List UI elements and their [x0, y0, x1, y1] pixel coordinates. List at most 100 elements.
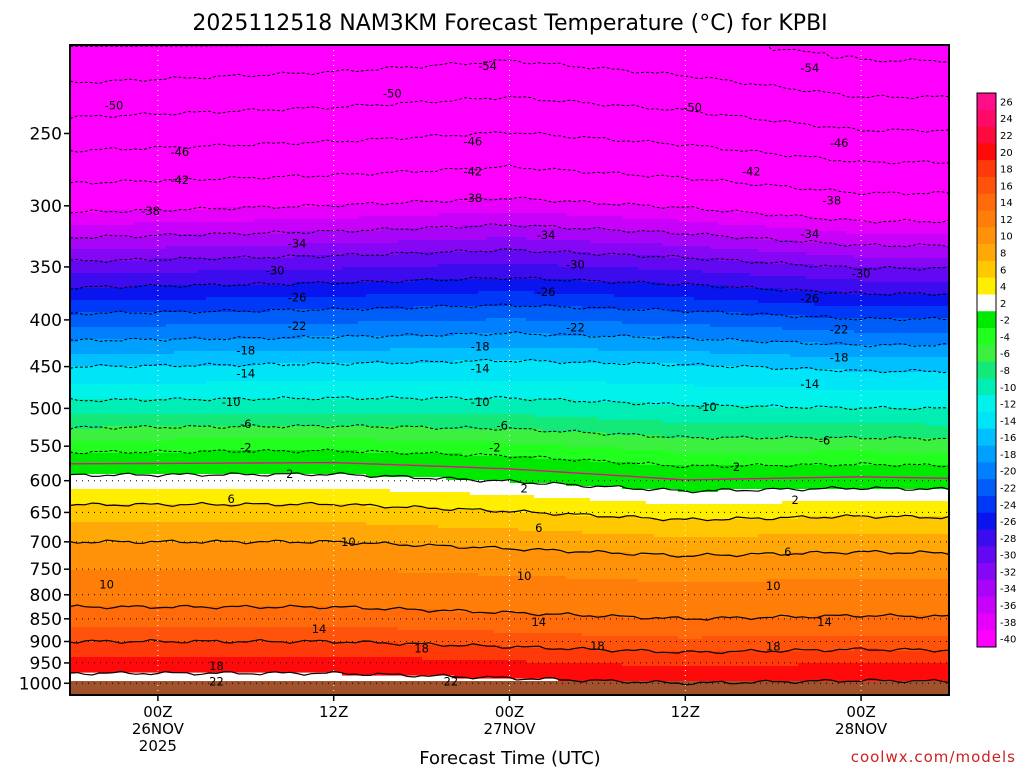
isotherm-label: -10	[471, 395, 490, 409]
isotherm-lines	[70, 45, 949, 686]
colorbar-label: 20	[1000, 148, 1013, 159]
colorbar-label: -12	[1000, 400, 1016, 411]
colorbar-swatch	[977, 227, 996, 245]
isotherm-label: -46	[830, 136, 849, 150]
isotherm--26	[70, 276, 949, 297]
isotherm--6	[70, 424, 949, 442]
isotherm--18	[70, 331, 949, 348]
isotherm--30	[70, 248, 949, 271]
y-tick-label: 800	[30, 586, 62, 606]
colorbar-label: -40	[1000, 635, 1016, 646]
x-tick-label: 26NOV	[132, 720, 185, 738]
colorbar-swatch	[977, 277, 996, 295]
colorbar-swatch	[977, 126, 996, 144]
y-tick-label: 650	[30, 503, 62, 523]
colorbar-swatch	[977, 462, 996, 480]
temperature-field	[70, 45, 949, 695]
colorbar-label: -36	[1000, 601, 1016, 612]
isotherm-label: -10	[698, 400, 717, 414]
colorbar-swatch	[977, 378, 996, 396]
colorbar-label: 2	[1000, 299, 1006, 310]
colorbar-swatch	[977, 596, 996, 614]
y-tick-label: 250	[30, 124, 62, 144]
isotherm-label: 14	[312, 622, 327, 636]
isotherm-label: 18	[209, 659, 224, 673]
y-tick-label: 500	[30, 399, 62, 419]
colorbar-label: 10	[1000, 232, 1013, 243]
isotherm-label: -18	[236, 343, 255, 357]
y-tick-label: 950	[30, 654, 62, 674]
colorbar-swatch	[977, 260, 996, 279]
colorbar-swatch	[977, 143, 996, 161]
isotherm-label: -14	[471, 361, 490, 375]
x-tick-label: 12Z	[671, 703, 700, 721]
isotherm-label: -50	[383, 86, 402, 100]
isotherm-label: -54	[478, 59, 497, 73]
isotherm-label: -6	[240, 417, 251, 431]
isotherm-label: -18	[830, 351, 849, 365]
isotherm--10	[70, 395, 949, 411]
colorbar-swatch	[977, 428, 996, 446]
colorbar-label: 24	[1000, 114, 1013, 125]
colorbar-label: 22	[1000, 131, 1013, 142]
colorbar-label: -32	[1000, 567, 1016, 578]
isotherm--2	[70, 448, 949, 468]
colorbar-swatch	[977, 479, 996, 497]
isotherm-label: 2	[792, 493, 799, 507]
isotherm-label: 10	[341, 535, 356, 549]
isotherm-label: 22	[209, 674, 224, 688]
colorbar-label: -24	[1000, 500, 1016, 511]
isotherm-6	[70, 501, 949, 522]
colorbar-swatch	[977, 193, 996, 211]
isotherm--42	[70, 164, 949, 196]
isotherm--38	[70, 196, 949, 224]
x-tick-label: 2025	[139, 737, 177, 755]
isotherm-label: -2	[489, 441, 500, 455]
isotherm--50	[70, 95, 949, 133]
y-tick-label: 900	[30, 632, 62, 652]
y-tick-label: 400	[30, 311, 62, 331]
credit-text: coolwx.com/models	[851, 748, 1016, 766]
y-tick-label: 600	[30, 472, 62, 492]
x-tick-label: 00Z	[495, 703, 524, 721]
isotherm-label: -26	[537, 285, 556, 299]
isotherm-label: -34	[800, 227, 819, 241]
colorbar-label: -18	[1000, 450, 1016, 461]
colorbar-label: 4	[1000, 282, 1006, 293]
isotherm-label: 22	[444, 674, 459, 688]
colorbar-swatch	[977, 579, 996, 598]
isotherm--58	[70, 45, 949, 63]
isotherm-label: 6	[535, 521, 542, 535]
colorbar-swatch	[977, 546, 996, 564]
colorbar-swatch	[977, 160, 996, 178]
isotherm-label: 10	[517, 569, 532, 583]
isotherm-label: 6	[784, 545, 791, 559]
isotherm-label: -38	[141, 204, 160, 218]
colorbar-label: -10	[1000, 383, 1016, 394]
isotherm-label: -18	[471, 340, 490, 354]
isotherm-label: -22	[566, 321, 585, 335]
colorbar-swatch	[977, 445, 996, 463]
isotherm-label: -38	[822, 193, 841, 207]
colorbar-swatch	[977, 529, 996, 547]
colorbar-label: -4	[1000, 332, 1010, 343]
isotherm-22	[70, 670, 949, 686]
x-tick-label: 12Z	[319, 703, 348, 721]
y-tick-label: 550	[30, 437, 62, 457]
colorbar-swatch	[977, 630, 996, 648]
y-tick-label: 300	[30, 197, 62, 217]
colorbar-swatch	[977, 395, 996, 413]
colorbar-frame	[976, 92, 997, 648]
isotherm-label: 2	[733, 460, 740, 474]
isotherm-label: -38	[463, 191, 482, 205]
isotherm-labels: -54 -54 -50 -50 -50 -46 -46 -46 -42 -42 -42 -38 -38 -…	[99, 59, 870, 688]
isotherm-label: -42	[463, 164, 482, 178]
colorbar-label: -38	[1000, 618, 1016, 629]
colorbar-swatch	[977, 311, 996, 329]
isotherm-label: -14	[800, 377, 819, 391]
isotherm-label: -14	[236, 367, 255, 381]
isotherm-label: -2	[240, 441, 251, 455]
freezing-level-line	[70, 461, 949, 481]
isotherm-label: -50	[683, 100, 702, 114]
